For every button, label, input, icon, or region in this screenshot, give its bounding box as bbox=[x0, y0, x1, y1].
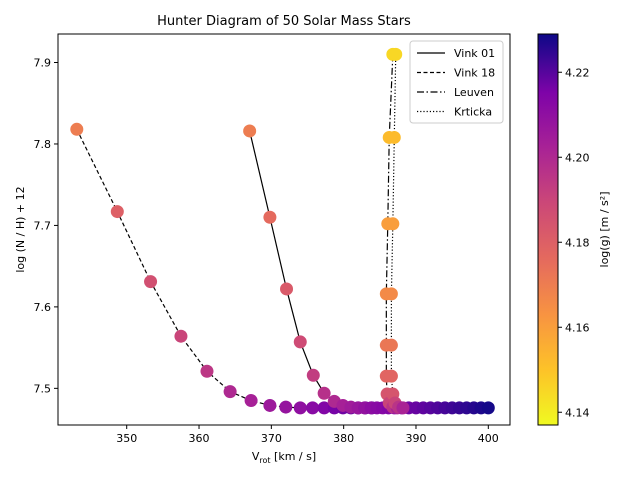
data-point-vink-18 bbox=[110, 205, 124, 219]
series-line-vink-01 bbox=[249, 130, 489, 409]
data-point-vink-01 bbox=[293, 335, 307, 349]
data-point-vink-01 bbox=[263, 210, 277, 224]
data-point-vink-18 bbox=[293, 401, 307, 415]
y-axis-label: log (N / H) + 12 bbox=[14, 186, 27, 272]
data-point-vink-18 bbox=[70, 122, 84, 136]
data-point-krticka bbox=[389, 47, 403, 61]
data-point-vink-18 bbox=[223, 385, 237, 399]
series-line-leuven bbox=[385, 54, 398, 409]
x-tick-label: 350 bbox=[116, 432, 137, 445]
legend-label: Vink 01 bbox=[454, 47, 495, 60]
data-point-vink-01 bbox=[306, 368, 320, 382]
legend-label: Vink 18 bbox=[454, 67, 495, 80]
y-tick-label: 7.9 bbox=[34, 57, 52, 70]
data-point-vink-01 bbox=[317, 386, 331, 400]
legend-label: Krticka bbox=[454, 106, 492, 119]
data-point-krticka bbox=[387, 130, 401, 144]
data-point-vink-01 bbox=[481, 401, 495, 415]
legend-label: Leuven bbox=[454, 86, 494, 99]
y-tick-label: 7.6 bbox=[34, 301, 52, 314]
x-axis: 350 360 370 380 390 400 bbox=[116, 425, 499, 445]
data-point-krticka bbox=[384, 369, 398, 383]
colorbar-axis: 4.14 4.16 4.18 4.20 4.22 bbox=[558, 66, 590, 419]
colorbar bbox=[537, 33, 559, 426]
y-tick-label: 7.5 bbox=[34, 382, 52, 395]
data-point-vink-01 bbox=[280, 282, 294, 296]
plot-frame bbox=[57, 33, 511, 426]
data-point-krticka bbox=[386, 217, 400, 231]
data-point-vink-18 bbox=[306, 401, 320, 415]
chart-title: Hunter Diagram of 50 Solar Mass Stars bbox=[157, 14, 411, 29]
data-point-vink-18 bbox=[279, 400, 293, 414]
x-axis-label: Vrot [km / s] bbox=[252, 450, 316, 465]
legend: Vink 01 Vink 18 Leuven Krticka bbox=[409, 40, 504, 124]
x-tick-label: 380 bbox=[333, 432, 354, 445]
x-tick-label: 390 bbox=[405, 432, 426, 445]
x-axis-label-sub: rot bbox=[259, 456, 270, 465]
data-point-krticka bbox=[384, 338, 398, 352]
colorbar-tick-label: 4.14 bbox=[565, 406, 590, 419]
colorbar-tick-label: 4.22 bbox=[565, 66, 590, 79]
data-point-vink-18 bbox=[200, 364, 214, 378]
data-point-vink-18 bbox=[317, 401, 331, 415]
data-point-vink-18 bbox=[174, 329, 188, 343]
colorbar-label: log(g) [m / s²] bbox=[598, 192, 611, 268]
series-line-vink-18 bbox=[76, 129, 372, 409]
data-point-vink-01 bbox=[243, 124, 257, 138]
data-point-vink-18 bbox=[244, 394, 258, 408]
x-tick-label: 400 bbox=[478, 432, 499, 445]
y-axis: 7.5 7.6 7.7 7.8 7.9 bbox=[34, 57, 58, 395]
colorbar-tick-label: 4.16 bbox=[565, 321, 590, 334]
series-line-krticka bbox=[390, 54, 404, 409]
x-axis-label-rest: [km / s] bbox=[271, 450, 317, 463]
x-axis-label-main: V bbox=[252, 450, 260, 463]
colorbar-tick-label: 4.18 bbox=[565, 236, 590, 249]
legend-box bbox=[409, 40, 504, 124]
data-point-vink-18 bbox=[263, 398, 277, 412]
y-tick-label: 7.8 bbox=[34, 138, 52, 151]
data-point-vink-18 bbox=[144, 275, 158, 289]
series-points bbox=[70, 47, 495, 415]
data-point-krticka bbox=[396, 401, 410, 415]
data-point-krticka bbox=[384, 287, 398, 301]
colorbar-tick-label: 4.20 bbox=[565, 151, 590, 164]
x-tick-label: 360 bbox=[189, 432, 210, 445]
x-tick-label: 370 bbox=[261, 432, 282, 445]
y-tick-label: 7.7 bbox=[34, 219, 52, 232]
